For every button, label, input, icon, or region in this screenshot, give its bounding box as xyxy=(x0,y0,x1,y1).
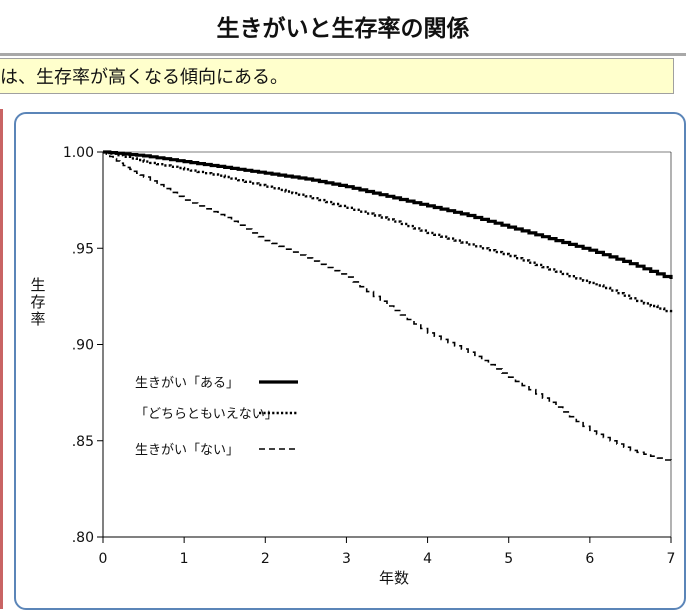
series-line-2 xyxy=(103,150,673,314)
y-axis-title: 生存率 xyxy=(30,276,45,328)
x-axis-title: 年数 xyxy=(379,569,409,587)
x-tick-label: 7 xyxy=(667,551,676,567)
x-tick-label: 3 xyxy=(342,551,351,567)
x-tick-label: 2 xyxy=(261,551,270,567)
y-tick-label: 1.00 xyxy=(63,145,94,161)
left-accent-line xyxy=(0,109,3,609)
chart-ticks: .80 .85 .90 .95 1.00 0 1 2 3 4 5 6 7 xyxy=(63,145,676,567)
title-divider xyxy=(0,53,686,56)
x-tick-label: 1 xyxy=(180,551,189,567)
page-title: 生きがいと生存率の関係 xyxy=(216,16,470,42)
x-tick-label: 6 xyxy=(585,551,594,567)
legend-label-2: 「どちらともいえない」 xyxy=(135,407,278,422)
chart-panel xyxy=(14,112,686,610)
summary-text: は、生存率が高くなる傾向にある。 xyxy=(0,67,288,88)
series-line-1 xyxy=(103,150,673,279)
y-tick-label: .90 xyxy=(72,338,94,354)
x-tick-label: 4 xyxy=(423,551,432,567)
summary-banner: は、生存率が高くなる傾向にある。 xyxy=(0,58,674,94)
y-tick-label: .80 xyxy=(72,530,94,546)
series-line-3 xyxy=(103,151,672,462)
y-tick-label: .85 xyxy=(72,434,94,450)
x-tick-label: 5 xyxy=(504,551,513,567)
y-tick-label: .95 xyxy=(72,241,94,257)
legend-label-3: 生きがい「ない」 xyxy=(135,443,239,458)
chart-axes xyxy=(102,151,672,538)
chart-series xyxy=(103,150,673,462)
x-tick-label: 0 xyxy=(99,551,108,567)
legend-label-1: 生きがい「ある」 xyxy=(135,376,239,391)
chart-legend: 生きがい「ある」「どちらともいえない」生きがい「ない」 xyxy=(135,376,298,458)
